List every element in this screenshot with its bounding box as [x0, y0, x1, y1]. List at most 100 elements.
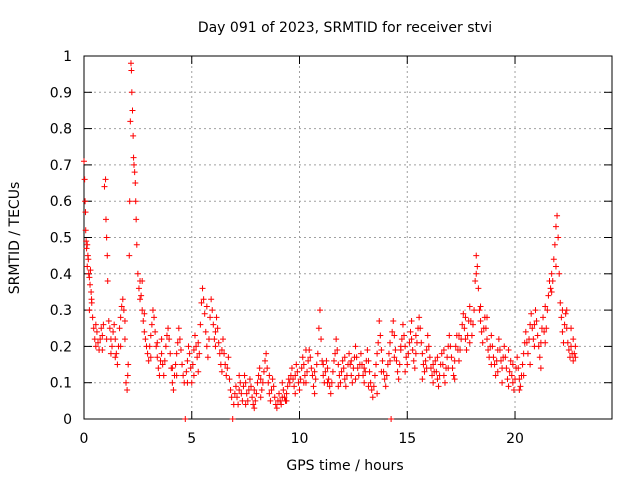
data-point — [383, 372, 390, 379]
data-point — [130, 161, 137, 168]
data-point — [440, 347, 447, 354]
data-point — [439, 361, 446, 368]
data-point — [251, 386, 258, 393]
data-point — [492, 372, 499, 379]
data-point — [222, 361, 229, 368]
data-point — [242, 401, 249, 408]
x-tick-label: 20 — [506, 431, 524, 447]
data-point — [109, 343, 116, 350]
data-point — [92, 321, 99, 328]
data-point — [121, 336, 128, 343]
y-tick-label: 0.5 — [50, 231, 72, 247]
data-point — [326, 383, 333, 390]
data-point — [324, 379, 331, 386]
data-point — [498, 357, 505, 364]
data-point — [242, 379, 249, 386]
data-point — [97, 336, 104, 343]
data-point — [98, 325, 105, 332]
data-point — [342, 383, 349, 390]
data-point — [245, 386, 252, 393]
data-point — [185, 343, 192, 350]
data-point — [166, 336, 173, 343]
data-point — [445, 365, 452, 372]
data-point — [176, 336, 183, 343]
data-point — [537, 365, 544, 372]
data-point — [88, 296, 95, 303]
data-point — [536, 354, 543, 361]
data-point — [391, 332, 398, 339]
data-point — [314, 350, 321, 357]
data-point — [558, 314, 565, 321]
data-point — [87, 281, 94, 288]
data-point — [466, 339, 473, 346]
data-point — [532, 307, 539, 314]
tick-labels: 00.10.20.30.40.50.60.70.80.910 5 10 15 20 — [50, 49, 524, 447]
data-point — [408, 336, 415, 343]
data-point — [90, 325, 97, 332]
data-point — [218, 347, 225, 354]
data-point — [249, 394, 256, 401]
data-point — [338, 368, 345, 375]
data-point — [496, 347, 503, 354]
data-point — [99, 332, 106, 339]
data-point — [463, 347, 470, 354]
data-point — [430, 361, 437, 368]
data-point — [232, 383, 239, 390]
data-point — [133, 216, 140, 223]
data-point — [212, 328, 219, 335]
data-point — [292, 390, 299, 397]
data-point — [348, 357, 355, 364]
data-point — [298, 365, 305, 372]
data-point — [534, 332, 541, 339]
data-point — [227, 386, 234, 393]
data-point — [123, 379, 130, 386]
data-point — [88, 288, 95, 295]
data-point — [271, 394, 278, 401]
data-point — [294, 368, 301, 375]
data-point — [81, 176, 88, 183]
data-point — [260, 368, 267, 375]
data-point — [530, 336, 537, 343]
data-point — [391, 354, 398, 361]
data-point — [371, 372, 378, 379]
data-point — [131, 169, 138, 176]
data-point — [457, 347, 464, 354]
data-point — [307, 354, 314, 361]
data-point — [409, 347, 416, 354]
plot-frame — [83, 55, 613, 420]
data-point — [397, 343, 404, 350]
data-point — [269, 376, 276, 383]
data-point — [127, 118, 134, 125]
data-point — [179, 361, 186, 368]
data-point — [561, 321, 568, 328]
data-point — [393, 357, 400, 364]
y-tick-label: 1 — [63, 49, 72, 65]
data-point — [111, 321, 118, 328]
data-point — [130, 154, 137, 161]
data-point — [199, 285, 206, 292]
data-point — [410, 357, 417, 364]
data-point — [365, 383, 372, 390]
data-point — [139, 278, 146, 285]
data-point — [267, 397, 274, 404]
data-point — [229, 416, 236, 422]
data-point — [305, 357, 312, 364]
data-point — [149, 307, 156, 314]
data-point — [311, 390, 318, 397]
data-point — [377, 332, 384, 339]
data-point — [324, 365, 331, 372]
data-point — [105, 317, 112, 324]
data-point — [251, 405, 258, 412]
data-point — [84, 263, 91, 270]
data-point — [547, 285, 554, 292]
data-point — [369, 394, 376, 401]
data-point — [259, 379, 266, 386]
data-point — [128, 89, 135, 96]
data-point — [160, 372, 167, 379]
data-point — [359, 361, 366, 368]
data-point — [292, 372, 299, 379]
data-point — [329, 368, 336, 375]
data-point — [237, 379, 244, 386]
data-point — [248, 383, 255, 390]
data-point — [95, 339, 102, 346]
